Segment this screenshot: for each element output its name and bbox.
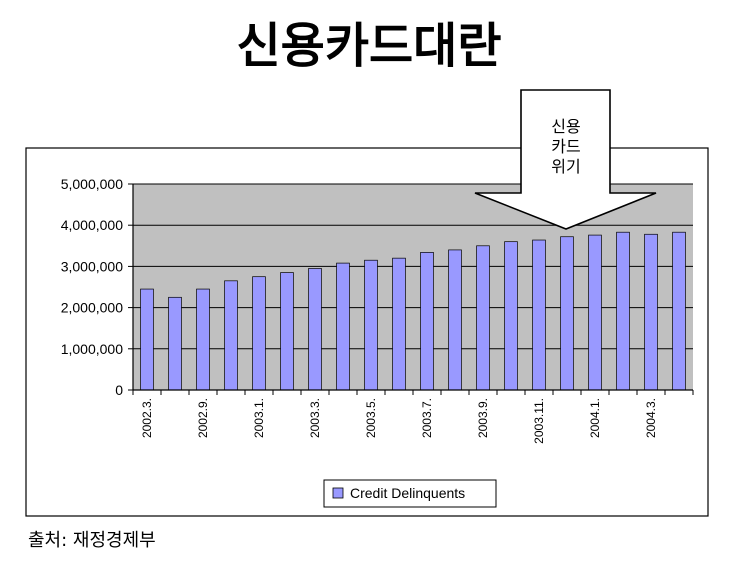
y-tick-labels: 5,000,000 4,000,000 3,000,000 2,000,000 1,00… (61, 176, 124, 398)
legend-swatch (332, 487, 344, 499)
x-tick-label: 2003.5. (364, 398, 378, 438)
callout-line: 신용 (551, 117, 581, 136)
bar (280, 272, 294, 391)
x-tick-label: 2003.9. (476, 398, 490, 438)
bar (644, 233, 658, 391)
callout-line: 카드 (551, 137, 581, 156)
x-tick-label: 2004.1. (588, 398, 602, 438)
bars (140, 231, 686, 391)
bar (364, 259, 378, 391)
y-tick-label: 2,000,000 (61, 300, 123, 316)
bar (560, 236, 574, 391)
x-tick-labels: 2002.3. 2002.9. 2003.1. 2003.3. 2003.5. 2003.… (140, 398, 658, 444)
bar (308, 268, 322, 391)
y-tick-label: 3,000,000 (61, 258, 123, 274)
x-tick-label: 2003.3. (308, 398, 322, 438)
bar (140, 288, 154, 391)
bar (448, 249, 462, 391)
x-tick-label: 2004.3. (644, 398, 658, 438)
bar (224, 280, 238, 391)
plot-area (133, 184, 693, 390)
x-tick-label: 2003.7. (420, 398, 434, 438)
x-tick-label: 2002.3. (140, 398, 154, 438)
bar (588, 234, 602, 391)
bar (196, 288, 210, 391)
bar (532, 239, 546, 391)
axes (128, 183, 694, 395)
callout-line: 위기 (551, 157, 581, 176)
bar (392, 257, 406, 391)
bar (336, 262, 350, 391)
callout-arrow (474, 89, 657, 230)
bar (672, 231, 686, 391)
y-tick-label: 5,000,000 (61, 176, 123, 192)
x-tick-label: 2003.1. (252, 398, 266, 438)
x-tick-label: 2003.11. (532, 398, 546, 444)
y-tick-label: 4,000,000 (61, 217, 123, 233)
legend-label: Credit Delinquents (350, 485, 465, 501)
source-note: 출처: 재정경제부 (28, 530, 156, 551)
chart-title: 신용카드대란 (236, 18, 502, 74)
legend-box (323, 479, 497, 508)
bar (252, 276, 266, 391)
bar (476, 245, 490, 391)
bar (504, 241, 518, 391)
bar (616, 231, 630, 391)
y-tick-label: 1,000,000 (61, 341, 123, 357)
callout-text: 신용 카드 위기 (522, 117, 610, 177)
bar (168, 296, 182, 391)
y-tick-label: 0 (115, 382, 123, 398)
bar (420, 252, 434, 391)
x-tick-label: 2002.9. (196, 398, 210, 438)
